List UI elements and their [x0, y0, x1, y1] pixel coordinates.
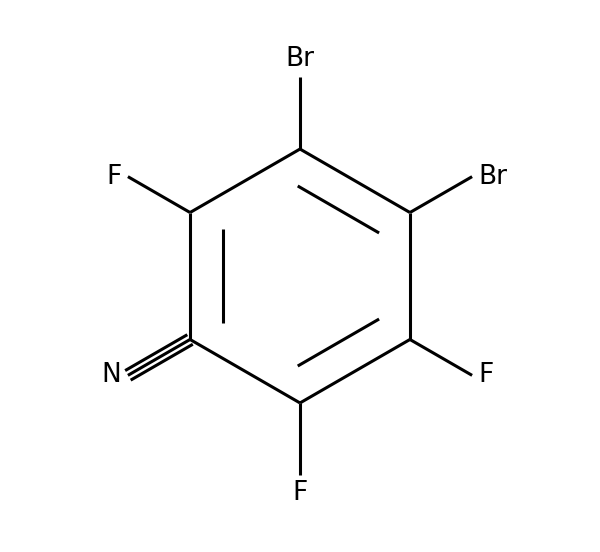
Text: F: F [292, 480, 308, 506]
Text: F: F [479, 362, 494, 389]
Text: F: F [106, 163, 121, 190]
Text: Br: Br [479, 163, 508, 190]
Text: Br: Br [286, 46, 314, 72]
Text: N: N [101, 362, 121, 389]
